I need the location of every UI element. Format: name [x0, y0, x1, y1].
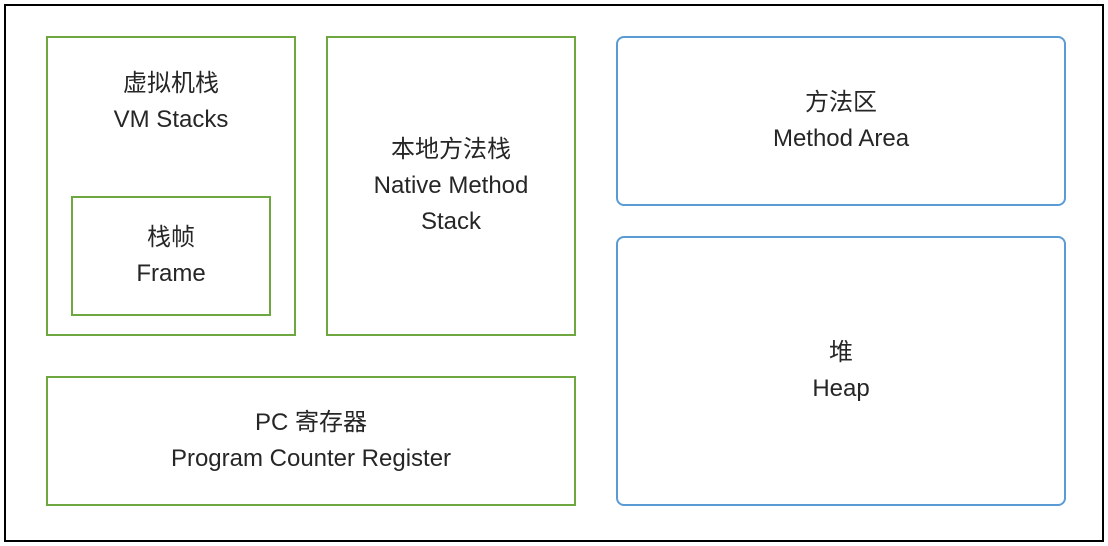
method-area-label-en: Method Area	[773, 121, 909, 157]
box-native-method-stack: 本地方法栈 Native Method Stack	[326, 36, 576, 336]
box-frame: 栈帧 Frame	[71, 196, 271, 316]
vm-stacks-label-en: VM Stacks	[114, 102, 229, 138]
native-stack-label-en-1: Native Method	[374, 168, 529, 204]
box-pc-register: PC 寄存器 Program Counter Register	[46, 376, 576, 506]
vm-stacks-label-cn: 虚拟机栈	[123, 66, 219, 102]
frame-label-cn: 栈帧	[147, 220, 195, 256]
method-area-label-cn: 方法区	[805, 85, 877, 121]
pc-register-label-en: Program Counter Register	[171, 441, 451, 477]
native-stack-label-cn: 本地方法栈	[391, 132, 511, 168]
box-method-area: 方法区 Method Area	[616, 36, 1066, 206]
heap-label-cn: 堆	[829, 335, 853, 371]
heap-label-en: Heap	[812, 371, 869, 407]
native-stack-label-en-2: Stack	[421, 204, 481, 240]
box-heap: 堆 Heap	[616, 236, 1066, 506]
frame-label-en: Frame	[136, 256, 205, 292]
pc-register-label-cn: PC 寄存器	[255, 405, 367, 441]
jvm-memory-diagram: 虚拟机栈 VM Stacks 栈帧 Frame 本地方法栈 Native Met…	[4, 4, 1104, 542]
